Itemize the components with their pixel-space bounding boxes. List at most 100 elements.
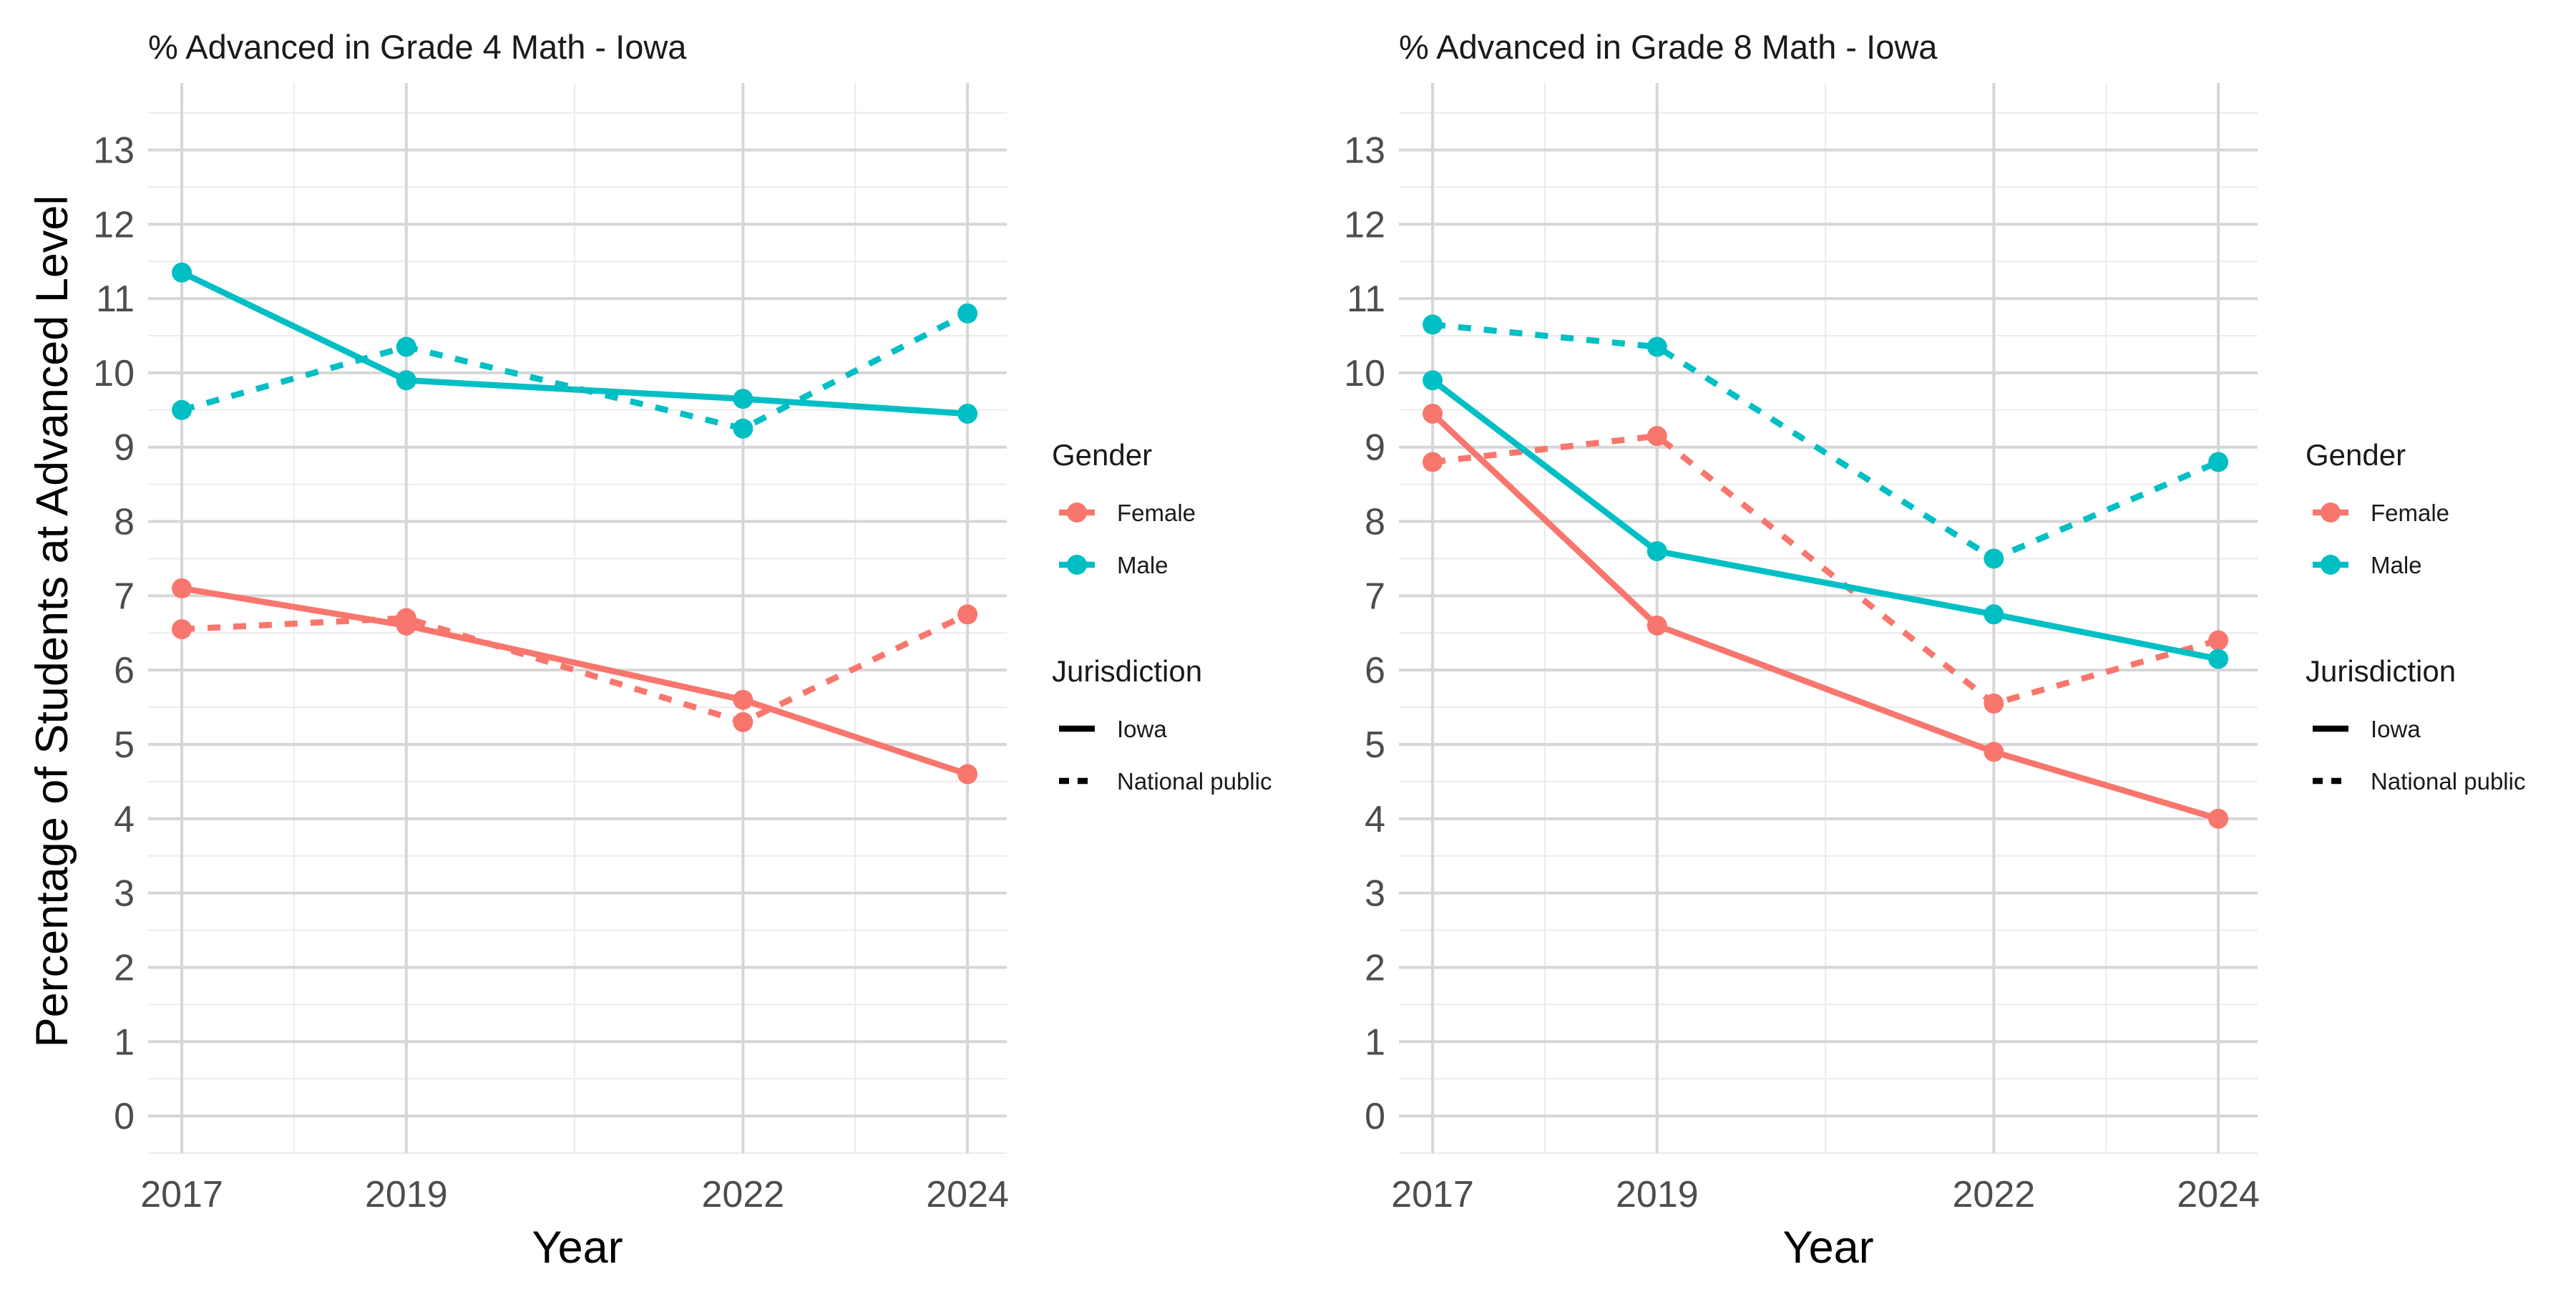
y-tick-label: 4 (1365, 799, 1385, 840)
y-tick-label: 2 (114, 947, 135, 989)
legend-label: Male (2371, 552, 2422, 578)
legend: Gender Female Male Jurisdiction Iowa National… (2306, 438, 2525, 795)
data-point (2208, 452, 2229, 472)
data-point (1423, 314, 1443, 335)
x-axis-title: Year (1782, 1223, 1873, 1273)
data-point (733, 689, 753, 710)
legend: Gender Female Male Jurisdiction Iowa National… (1052, 438, 1272, 795)
data-point (172, 262, 192, 283)
legend-key-point (1067, 555, 1087, 575)
x-tick-label: 2024 (926, 1174, 1009, 1215)
y-tick-label: 10 (93, 353, 135, 394)
data-point (1646, 541, 1667, 562)
data-point (172, 399, 192, 420)
y-tick-label: 3 (1365, 873, 1385, 915)
legend-label: Female (1117, 500, 1196, 526)
data-point (1646, 426, 1667, 447)
data-point (957, 303, 978, 324)
series-line-male-national (1432, 321, 2220, 562)
legend-title-gender: Gender (2306, 438, 2406, 472)
data-point (396, 370, 416, 391)
x-tick-label: 2022 (702, 1174, 785, 1215)
x-tick-label: 2022 (1953, 1174, 2036, 1215)
legend-title-jurisdiction: Jurisdiction (1052, 654, 1202, 688)
series-line-female-iowa (181, 585, 969, 777)
x-tick-label: 2024 (2177, 1174, 2260, 1215)
y-tick-label: 13 (93, 130, 135, 171)
legend-key-point (2321, 502, 2341, 523)
data-point (2208, 649, 2229, 669)
data-point (957, 764, 978, 785)
legend-title-gender: Gender (1052, 438, 1152, 472)
y-tick-label: 1 (1365, 1021, 1385, 1063)
y-tick-label: 2 (1365, 947, 1385, 989)
y-tick-label: 9 (114, 427, 135, 469)
chart-title: % Advanced in Grade 8 Math - Iowa (1399, 28, 1938, 66)
series-line-male-iowa (180, 269, 968, 417)
series-line-female-national (181, 611, 969, 726)
legend-label: Iowa (1117, 716, 1167, 742)
y-tick-label: 5 (114, 724, 135, 766)
series-line-male-national (180, 311, 970, 432)
y-tick-label: 6 (114, 650, 135, 691)
data-point (396, 336, 416, 357)
chart-title: % Advanced in Grade 4 Math - Iowa (148, 28, 687, 66)
data-point (1984, 693, 2004, 714)
x-axis-title: Year (532, 1223, 623, 1273)
x-tick-label: 2017 (140, 1174, 223, 1215)
legend-label: Male (1117, 552, 1169, 578)
y-tick-label: 7 (114, 575, 135, 617)
data-point (1984, 742, 2004, 762)
legend-key-point (2321, 555, 2341, 575)
y-tick-label: 8 (1365, 502, 1385, 543)
y-tick-label: 1 (114, 1021, 135, 1063)
data-point (1423, 370, 1443, 391)
legend-label: National public (1117, 768, 1272, 795)
y-axis-title: Percentage of Students at Advanced Level (27, 195, 77, 1048)
y-tick-label: 10 (1344, 353, 1385, 394)
series-line-female-iowa (1430, 411, 2220, 822)
data-point (1984, 604, 2004, 625)
y-tick-label: 6 (1365, 650, 1385, 691)
legend-title-jurisdiction: Jurisdiction (2306, 654, 2456, 688)
legend-label: National public (2371, 768, 2525, 795)
y-tick-label: 12 (1344, 204, 1385, 246)
y-tick-label: 5 (1365, 724, 1385, 766)
x-tick-label: 2019 (365, 1174, 448, 1215)
series-line-male-iowa (1430, 377, 2219, 662)
y-tick-label: 7 (1365, 575, 1385, 617)
data-point (172, 619, 192, 640)
y-tick-label: 12 (93, 204, 135, 246)
data-point (733, 711, 753, 732)
legend-label: Iowa (2371, 716, 2421, 742)
legend-key-point (1067, 502, 1087, 523)
y-tick-label: 9 (1365, 427, 1385, 469)
y-tick-label: 0 (114, 1096, 135, 1137)
data-point (1423, 452, 1443, 472)
y-tick-label: 8 (114, 502, 135, 543)
data-point (1984, 548, 2004, 569)
x-tick-label: 2019 (1616, 1174, 1699, 1215)
data-point (172, 578, 192, 598)
legend-label: Female (2371, 500, 2449, 526)
data-point (2208, 808, 2229, 829)
data-point (396, 608, 416, 628)
y-tick-label: 13 (1344, 130, 1385, 171)
data-point (1646, 336, 1667, 357)
y-tick-label: 3 (114, 873, 135, 915)
y-tick-label: 11 (96, 278, 135, 320)
data-point (957, 403, 978, 424)
y-tick-label: 0 (1365, 1096, 1385, 1137)
series-line-female-national (1432, 432, 2220, 707)
data-point (733, 389, 753, 409)
data-point (2208, 630, 2229, 651)
data-point (1423, 403, 1443, 424)
data-point (733, 418, 753, 439)
data-point (1646, 615, 1667, 636)
y-tick-label: 4 (114, 799, 135, 840)
data-point (957, 604, 978, 625)
